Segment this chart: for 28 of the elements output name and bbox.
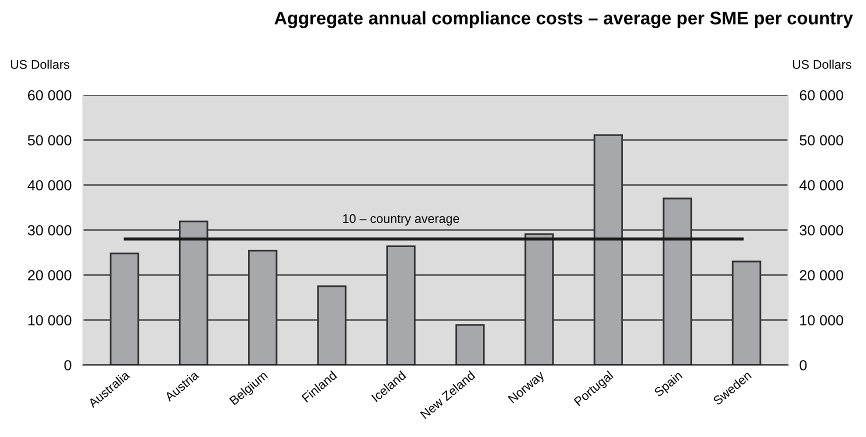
- y2-tick-label: 0: [800, 360, 807, 370]
- bar: [732, 260, 762, 365]
- bar: [178, 220, 208, 365]
- y2-tick-label: 20 000: [800, 270, 844, 280]
- y2-tick-label: 60 000: [800, 90, 844, 100]
- bar: [524, 233, 554, 365]
- y-tick-label: 40 000: [28, 180, 72, 190]
- bar: [455, 324, 485, 365]
- y2-axis-title: US Dollars: [792, 60, 852, 69]
- bar: [317, 285, 346, 365]
- chart-title: Aggregate annual compliance costs – average per SME per country: [274, 11, 853, 28]
- bar: [248, 250, 278, 365]
- bar: [662, 198, 692, 365]
- y2-tick-label: 10 000: [800, 315, 844, 326]
- bar: [386, 245, 416, 365]
- y-axis-title: US Dollars: [10, 60, 70, 69]
- y-tick-label: 10 000: [28, 315, 72, 326]
- y-tick-label: 0: [64, 360, 72, 370]
- bar: [110, 252, 140, 365]
- bar: [594, 134, 623, 365]
- y2-tick-label: 30 000: [800, 225, 844, 236]
- y-tick-label: 30 000: [28, 225, 72, 236]
- y2-tick-label: 50 000: [800, 135, 844, 146]
- y-tick-label: 50 000: [28, 135, 72, 146]
- y-tick-label: 20 000: [28, 270, 72, 280]
- y-tick-label: 60 000: [28, 90, 72, 100]
- ref-line-label: 10 – country average: [343, 214, 460, 226]
- y2-tick-label: 40 000: [799, 180, 844, 190]
